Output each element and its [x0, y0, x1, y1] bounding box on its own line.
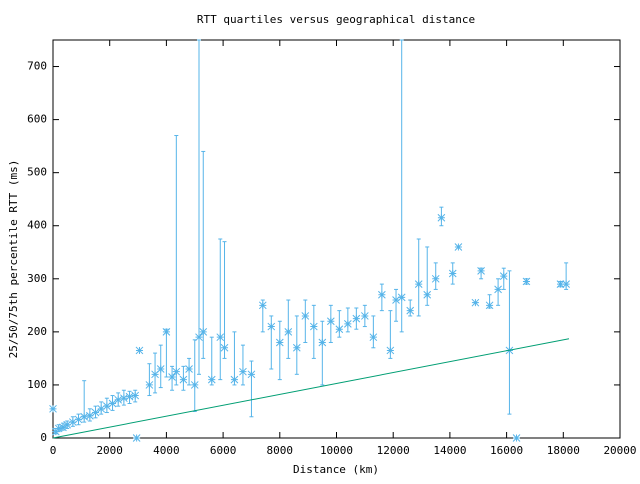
y-tick-label: 400 — [27, 219, 47, 232]
point — [168, 373, 176, 381]
x-tick-label: 20000 — [603, 444, 636, 457]
x-tick-label: 10000 — [320, 444, 353, 457]
point — [378, 290, 386, 299]
point — [318, 338, 327, 347]
point — [360, 312, 369, 320]
x-tick-label: 2000 — [96, 444, 123, 457]
point — [326, 317, 335, 326]
y-tick-label: 500 — [27, 166, 47, 179]
point — [49, 404, 57, 413]
point — [220, 343, 229, 352]
point — [512, 434, 521, 442]
point — [172, 367, 181, 376]
point — [423, 290, 432, 299]
point — [397, 293, 406, 302]
point — [406, 306, 415, 315]
point — [556, 280, 565, 288]
point — [454, 243, 463, 251]
point — [185, 365, 193, 373]
point — [74, 415, 83, 424]
point — [216, 333, 225, 342]
point — [103, 402, 111, 411]
point — [239, 367, 247, 376]
point — [494, 285, 502, 294]
point — [59, 423, 67, 432]
point — [162, 328, 171, 336]
y-tick-label: 700 — [27, 60, 47, 73]
point — [125, 392, 134, 401]
x-tick-label: 18000 — [547, 444, 580, 457]
point — [114, 395, 123, 404]
point — [230, 375, 239, 384]
point — [68, 418, 77, 426]
y-tick-label: 100 — [27, 378, 47, 391]
point — [431, 274, 440, 283]
point — [352, 314, 361, 323]
y-axis-label: 25/50/75th percentile RTT (ms) — [7, 160, 20, 359]
line — [52, 338, 570, 439]
point — [179, 375, 188, 384]
point — [386, 346, 395, 355]
point — [54, 424, 63, 433]
point — [471, 298, 480, 307]
x-tick-label: 0 — [50, 444, 57, 457]
point — [437, 213, 446, 222]
point — [63, 420, 72, 429]
point — [309, 322, 318, 331]
point — [522, 277, 531, 286]
x-tick-label: 12000 — [377, 444, 410, 457]
point — [190, 381, 199, 389]
point — [108, 399, 117, 408]
point — [369, 333, 378, 342]
x-tick-label: 4000 — [153, 444, 180, 457]
chart-title: RTT quartiles versus geographical distan… — [197, 13, 475, 26]
point — [145, 381, 154, 389]
point — [292, 343, 301, 352]
y-tick-label: 200 — [27, 325, 47, 338]
point — [499, 272, 508, 281]
point — [301, 312, 310, 320]
y-tick-label: 300 — [27, 272, 47, 285]
point — [448, 269, 457, 278]
point — [485, 301, 494, 310]
x-tick-label: 16000 — [490, 444, 523, 457]
point — [120, 394, 128, 403]
point — [131, 391, 140, 400]
point — [199, 328, 208, 336]
point — [86, 411, 94, 420]
point — [91, 408, 100, 417]
point — [335, 325, 344, 334]
point — [97, 404, 106, 413]
point — [195, 333, 203, 342]
point — [392, 296, 400, 304]
point — [151, 370, 159, 379]
point — [343, 320, 352, 328]
point — [267, 322, 276, 331]
point — [477, 266, 485, 275]
point — [135, 346, 144, 355]
point — [258, 301, 267, 310]
point — [80, 412, 89, 421]
x-axis-label: Distance (km) — [293, 463, 379, 476]
y-tick-label: 0 — [40, 431, 47, 444]
point — [275, 338, 284, 347]
point — [132, 434, 141, 442]
point — [247, 370, 256, 379]
point — [156, 365, 165, 373]
y-tick-label: 600 — [27, 113, 47, 126]
point — [562, 280, 570, 288]
point — [207, 375, 216, 384]
point — [414, 280, 423, 288]
x-tick-label: 6000 — [210, 444, 237, 457]
x-tick-label: 14000 — [433, 444, 466, 457]
x-tick-label: 8000 — [267, 444, 294, 457]
point — [284, 328, 293, 336]
